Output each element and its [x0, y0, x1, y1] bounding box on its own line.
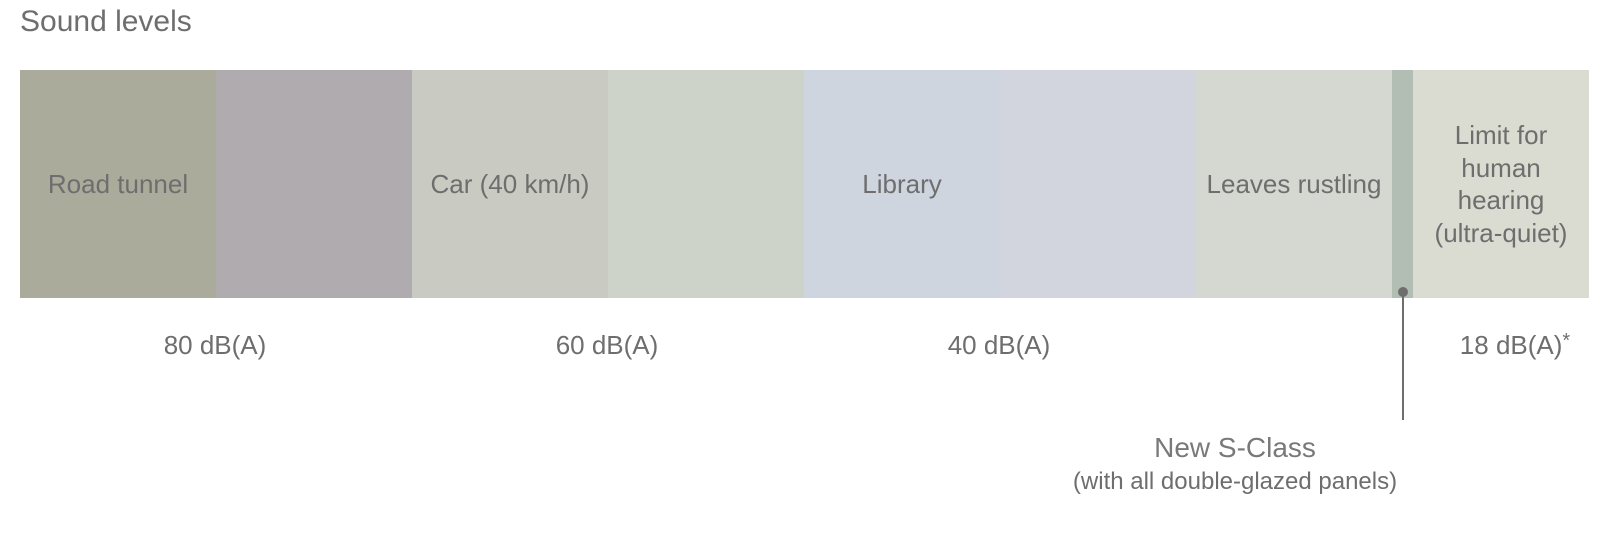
sound-segment: Road tunnel: [20, 70, 216, 298]
sound-segment: [216, 70, 412, 298]
db-tick-label: 60 dB(A): [556, 330, 659, 361]
callout-headline: New S-Class: [1073, 430, 1397, 466]
sound-bar: Road tunnel Car (40 km/h) Library Leaves ru…: [20, 70, 1589, 298]
db-tick-label: 40 dB(A): [948, 330, 1051, 361]
sound-level-chart: Sound levels Road tunnel Car (40 km/h) Lib…: [0, 0, 1602, 551]
chart-title: Sound levels: [20, 5, 192, 39]
db-tick-label: 80 dB(A): [164, 330, 267, 361]
sound-segment: Leaves rustling: [1196, 70, 1392, 298]
sound-segment: [608, 70, 804, 298]
pointer-line: [1402, 292, 1404, 420]
callout-annotation: New S-Class (with all double-glazed pane…: [1073, 430, 1397, 498]
callout-subtext: (with all double-glazed panels): [1073, 466, 1397, 497]
sound-segment: Library: [804, 70, 1000, 298]
sound-segment: [1000, 70, 1196, 298]
sound-segment: Car (40 km/h): [412, 70, 608, 298]
sound-segment: [1392, 70, 1413, 298]
sound-segment: Limit for human hearing (ultra-quiet): [1413, 70, 1589, 298]
db-tick-label: 18 dB(A)*: [1460, 330, 1570, 361]
